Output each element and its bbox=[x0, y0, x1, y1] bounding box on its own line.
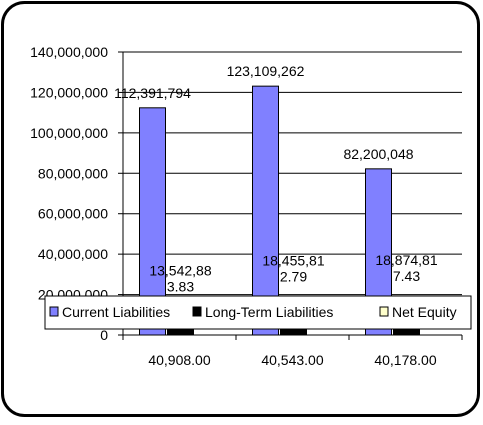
x-tick-label: 40,908.00 bbox=[148, 352, 210, 368]
x-tick-labels: 40,908.00 40,543.00 40,178.00 bbox=[148, 352, 436, 368]
data-label: 123,109,262 bbox=[227, 63, 305, 79]
legend-label: Current Liabilities bbox=[62, 304, 170, 320]
legend-swatch bbox=[49, 306, 59, 317]
data-label: 13,542,88 bbox=[149, 263, 211, 279]
x-tick-label: 40,543.00 bbox=[261, 352, 323, 368]
legend: Current Liabilities Long-Term Liabilities… bbox=[44, 295, 472, 330]
y-tick-label: 80,000,000 bbox=[38, 165, 108, 181]
data-label: 7.43 bbox=[393, 268, 420, 284]
legend-swatch bbox=[379, 306, 389, 317]
data-labels: 112,391,794 13,542,883.83 123,109,262 18,45… bbox=[114, 63, 438, 294]
y-tick-labels: 020,000,00040,000,00060,000,00080,000,00… bbox=[30, 44, 108, 343]
data-label: 18,455,81 bbox=[262, 253, 324, 269]
y-tick-label: 140,000,000 bbox=[30, 44, 108, 60]
data-label: 112,391,794 bbox=[114, 85, 191, 101]
legend-box bbox=[44, 295, 472, 330]
data-label: 18,874,81 bbox=[375, 252, 437, 268]
legend-label: Net Equity bbox=[392, 304, 457, 320]
data-label: 82,200,048 bbox=[343, 146, 413, 162]
data-label: 3.83 bbox=[167, 279, 194, 295]
bar bbox=[252, 85, 279, 336]
y-tick-label: 60,000,000 bbox=[38, 206, 108, 222]
y-tick-label: 40,000,000 bbox=[38, 246, 108, 262]
x-tick-label: 40,178.00 bbox=[374, 352, 436, 368]
y-tick-label: 100,000,000 bbox=[30, 125, 108, 141]
legend-label: Long-Term Liabilities bbox=[205, 304, 333, 320]
legend-swatch bbox=[192, 306, 202, 317]
y-tick-label: 120,000,000 bbox=[30, 84, 108, 100]
y-tick-label: 0 bbox=[100, 327, 108, 343]
data-label: 2.79 bbox=[280, 269, 307, 285]
gridlines bbox=[123, 51, 462, 296]
